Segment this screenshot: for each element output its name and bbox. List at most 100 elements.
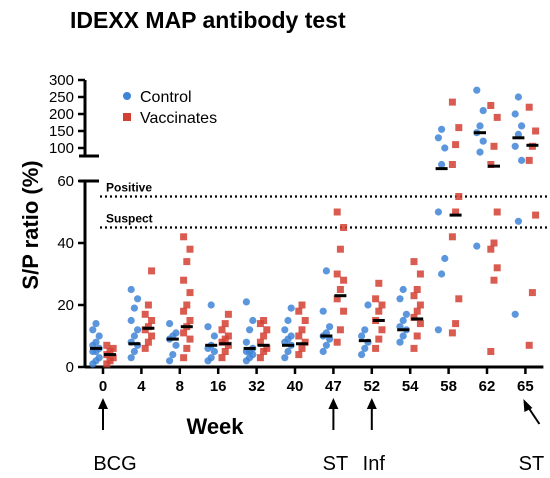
data-point-control <box>361 344 369 352</box>
data-point-control <box>358 351 366 359</box>
data-point-control <box>479 137 487 145</box>
x-tick-label: 52 <box>363 378 380 395</box>
data-point-vaccinates <box>410 344 418 352</box>
data-point-vaccinates <box>183 301 191 309</box>
data-point-vaccinates <box>410 292 418 300</box>
data-point-vaccinates <box>103 341 111 349</box>
data-point-control <box>130 347 138 356</box>
data-point-control <box>322 341 330 349</box>
data-point-vaccinates <box>295 351 303 359</box>
y-tick-label: 40 <box>57 235 74 252</box>
data-point-control <box>438 160 446 169</box>
data-point-vaccinates <box>487 245 495 253</box>
data-point-vaccinates <box>452 141 460 149</box>
data-point-vaccinates <box>372 295 380 303</box>
data-point-vaccinates <box>148 267 156 275</box>
data-point-vaccinates <box>221 348 229 355</box>
data-point-vaccinates <box>340 276 348 284</box>
data-point-vaccinates <box>186 245 194 253</box>
data-point-vaccinates <box>144 338 152 346</box>
data-point-vaccinates <box>263 326 271 334</box>
data-point-control <box>127 316 135 325</box>
data-point-vaccinates <box>413 286 421 293</box>
data-point-vaccinates <box>372 344 380 352</box>
data-point-control <box>92 338 100 346</box>
y-axis-label: S/P ratio (%) <box>18 160 43 289</box>
data-point-control <box>287 304 295 312</box>
data-point-control <box>281 354 289 362</box>
data-point-vaccinates <box>295 307 303 315</box>
data-point-vaccinates <box>221 320 229 328</box>
reference-line-label: Positive <box>106 181 152 195</box>
data-point-vaccinates <box>525 156 533 164</box>
reference-line-label: Suspect <box>106 212 153 226</box>
data-point-control <box>130 332 138 340</box>
x-tick-label: 54 <box>402 378 419 395</box>
data-point-control <box>207 354 215 362</box>
x-tick-label: 58 <box>440 378 457 395</box>
data-point-vaccinates <box>525 103 533 111</box>
data-point-vaccinates <box>301 338 309 346</box>
data-point-vaccinates <box>260 317 268 324</box>
data-point-vaccinates <box>487 102 495 109</box>
data-point-control <box>434 208 442 216</box>
data-point-control <box>166 357 174 365</box>
data-point-vaccinates <box>180 354 188 362</box>
data-point-control <box>399 332 407 340</box>
data-point-vaccinates <box>532 127 540 135</box>
annotation-arrow-head <box>366 398 377 409</box>
data-point-vaccinates <box>148 317 156 324</box>
data-point-vaccinates <box>148 332 156 340</box>
data-point-vaccinates <box>410 258 418 266</box>
data-point-control <box>242 298 250 306</box>
data-point-vaccinates <box>183 258 191 266</box>
data-point-vaccinates <box>340 307 348 315</box>
data-point-vaccinates <box>448 233 456 241</box>
annotation-arrow-head <box>98 398 108 409</box>
data-point-control <box>434 326 442 334</box>
data-point-control <box>514 130 523 138</box>
data-point-control <box>473 242 481 250</box>
data-point-vaccinates <box>186 335 194 343</box>
legend-marker-vaccinates <box>123 113 131 121</box>
data-point-control <box>134 326 142 334</box>
y-tick-label: 250 <box>49 89 74 106</box>
data-point-vaccinates <box>413 332 421 340</box>
data-point-control <box>127 354 135 362</box>
data-point-control <box>479 107 487 115</box>
data-point-vaccinates <box>375 279 383 287</box>
data-point-control <box>284 347 292 356</box>
y-tick-label: 300 <box>49 72 74 89</box>
data-point-control <box>514 93 523 101</box>
data-point-control <box>319 307 327 315</box>
data-point-control <box>518 122 526 130</box>
annotation-label: BCG <box>93 453 136 475</box>
data-point-vaccinates <box>413 307 421 315</box>
x-tick-label: 16 <box>210 378 227 395</box>
annotation-label: Inf <box>363 453 386 475</box>
data-point-vaccinates <box>301 317 309 324</box>
data-point-control <box>89 326 97 334</box>
data-point-control <box>281 326 289 334</box>
data-point-control <box>207 301 215 309</box>
data-point-control <box>511 142 519 150</box>
data-point-vaccinates <box>416 320 424 328</box>
data-point-vaccinates <box>218 326 226 334</box>
data-point-control <box>249 316 257 325</box>
y-tick-label: 100 <box>49 140 74 157</box>
data-point-control <box>434 134 442 142</box>
data-point-vaccinates <box>333 270 341 278</box>
annotation-arrow-head <box>523 399 533 412</box>
data-point-vaccinates <box>263 344 271 352</box>
data-point-control <box>130 304 138 312</box>
y-tick-label: 150 <box>49 123 74 140</box>
data-point-control <box>210 347 218 356</box>
data-point-control <box>134 295 142 303</box>
data-point-vaccinates <box>378 326 386 334</box>
x-tick-label: 40 <box>287 378 304 395</box>
legend-label-control: Control <box>140 89 192 106</box>
x-tick-label: 62 <box>479 378 496 395</box>
data-point-control <box>127 285 135 294</box>
data-point-vaccinates <box>416 270 424 278</box>
data-point-vaccinates <box>260 332 268 340</box>
